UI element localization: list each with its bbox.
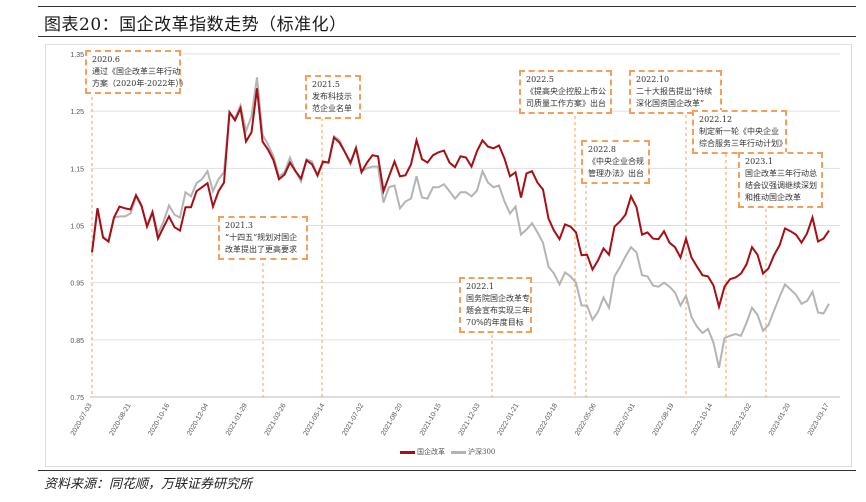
annotation-text: 改革提出了更高要求 (225, 245, 297, 254)
annotation-date: 2022.5 (526, 75, 554, 84)
annotation-text: 和推动国企改革 (745, 193, 801, 202)
annotation-date: 2020.6 (92, 55, 120, 64)
annotation-text: 二十大报告提出“持续 (636, 87, 713, 96)
annotation-text: 国务院国企改革专 (466, 294, 530, 303)
annotation-box: 2021.5 发布科技示范企业名单 (305, 75, 361, 119)
x-tick-label: 2021-03-26 (264, 402, 288, 437)
x-tick-label: 2021-10-15 (419, 402, 443, 437)
annotation-box: 2021.3 “十四五”规划对国企 改革提出了更高要求 (218, 216, 308, 260)
x-tick-label: 2023-03-17 (807, 402, 831, 437)
y-tick-label: 1.25 (70, 109, 84, 116)
annotation-date: 2022.1 (466, 282, 494, 291)
annotation-text: 结会议强调继续深划 (745, 181, 817, 190)
x-tick-label: 2020-08-21 (109, 402, 133, 437)
annotation-date: 2023.1 (745, 157, 773, 166)
annotation-text: 综合服务三年行动计划》 (699, 139, 787, 148)
annotation-text: 国企改革三年行动总 (745, 169, 817, 178)
source-note: 资料来源：同花顺，万联证券研究所 (44, 477, 253, 492)
x-tick-label: 2021-05-14 (303, 402, 327, 437)
annotation-text: 司质量工作方案》出台 (526, 99, 606, 108)
series-line-soe-reform (91, 88, 830, 311)
series-line-csi300 (91, 77, 830, 369)
y-tick-label: 0.75 (70, 395, 84, 402)
y-tick-label: 0.95 (70, 281, 84, 288)
annotation-text: 通过《国企改革三年行动 (92, 67, 180, 76)
annotation-box: 2022.12 制定新一轮《中央企业 综合服务三年行动计划》 (692, 110, 787, 154)
annotation-text: 70%的年度目标 (466, 318, 524, 327)
x-tick-label: 2020-07-03 (70, 402, 94, 437)
x-tick-label: 2020-12-04 (186, 402, 210, 437)
x-tick-label: 2022-12-02 (729, 402, 753, 437)
x-tick-label: 2022-05-06 (574, 402, 598, 437)
annotation-date: 2021.5 (312, 80, 340, 89)
annotation-text: 制定新一轮《中央企业 (699, 127, 779, 136)
x-tick-label: 2020-10-16 (147, 402, 171, 437)
annotation-text: 方案（2020年-2022年）》 (92, 79, 188, 88)
legend-item-soe-reform: 国企改革 (400, 447, 445, 457)
y-tick-label: 0.85 (70, 338, 84, 345)
annotation-box: 2022.5 《提高央企控股上市公 司质量工作方案》出台 (519, 70, 612, 114)
x-tick-label: 2021-01-29 (225, 402, 249, 437)
source-rule (38, 470, 856, 471)
figure-title: 图表20：国企改革指数走势（标准化） (44, 15, 347, 35)
annotation-box: 2020.6 通过《国企改革三年行动 方案（2020年-2022年）》 (85, 50, 188, 94)
legend: 国企改革 沪深300 (400, 447, 495, 457)
title-rule (38, 36, 856, 37)
annotation-text: 范企业名单 (312, 104, 352, 113)
annotation-text: 题会宣布实现三年 (466, 306, 530, 315)
annotation-text: 管理办法》出台 (588, 169, 644, 178)
annotation-box: 2022.10 二十大报告提出“持续 深化国资国企改革” (629, 70, 722, 114)
y-tick-label: 1.35 (70, 52, 84, 59)
annotation-box: 2023.1 国企改革三年行动总 结会议强调继续深划 和推动国企改革 (738, 152, 823, 208)
x-tick-label: 2022-08-19 (652, 402, 676, 437)
annotation-text: 发布科技示 (312, 92, 352, 101)
legend-swatch (451, 450, 466, 454)
chart-frame (45, 44, 852, 467)
x-tick-label: 2021-08-20 (380, 402, 404, 437)
annotation-text: 《中央企业合规 (588, 157, 644, 166)
legend-item-csi300: 沪深300 (451, 447, 495, 457)
legend-label: 沪深300 (468, 448, 496, 456)
x-tick-label: 2022-10-14 (690, 402, 714, 437)
annotation-text: “十四五”规划对国企 (225, 233, 298, 242)
annotation-text: 深化国资国企改革” (636, 99, 705, 108)
y-tick-label: 1.15 (70, 166, 84, 173)
annotation-date: 2022.8 (588, 145, 616, 154)
top-rule (38, 6, 856, 7)
annotation-text: 《提高央企控股上市公 (526, 87, 606, 96)
legend-swatch (400, 450, 415, 454)
x-tick-label: 2022-03-18 (535, 402, 559, 437)
annotation-box: 2022.1 国务院国企改革专 题会宣布实现三年 70%的年度目标 (459, 277, 532, 333)
x-tick-label: 2022-01-21 (496, 402, 520, 437)
x-tick-label: 2021-07-02 (341, 402, 365, 437)
annotation-box: 2022.8 《中央企业合规 管理办法》出台 (581, 140, 650, 184)
annotation-date: 2022.12 (699, 115, 733, 124)
annotation-date: 2021.3 (225, 221, 253, 230)
x-tick-label: 2021-12-03 (458, 402, 482, 437)
x-tick-label: 2022-07-01 (613, 402, 637, 437)
y-tick-label: 1.05 (70, 224, 84, 231)
legend-label: 国企改革 (417, 448, 445, 456)
annotation-date: 2022.10 (636, 75, 670, 84)
x-tick-label: 2023-01-20 (768, 402, 792, 437)
